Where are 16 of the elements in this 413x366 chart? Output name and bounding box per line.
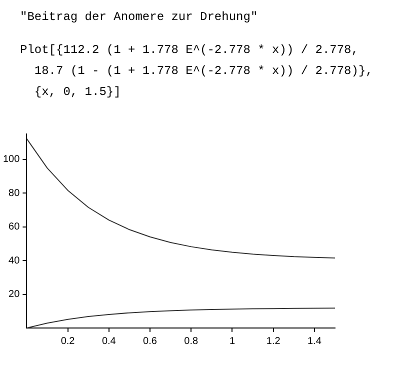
y-tick-label: 100: [2, 154, 20, 166]
x-tick-label: 0.6: [143, 336, 158, 347]
y-tick-label: 40: [8, 255, 20, 266]
y-tick-label: 20: [8, 289, 20, 300]
x-tick-label: 0.8: [184, 336, 199, 347]
x-tick-label: 1: [229, 336, 236, 347]
x-tick-label: 1.4: [307, 336, 322, 347]
x-tick-label: 1.2: [266, 336, 281, 347]
text: Plot[{112.2 (1 + 1.778 E^(-2.778 * x)) / 2.778,: [20, 42, 360, 59]
chart-title: "Beitrag der Anomere zur Drehung": [20, 10, 258, 24]
text: 18.7 (1 - (1 + 1.778 E^(-2.778 * x)) / 2.778)},: [33, 63, 373, 80]
x-tick-label: 0.4: [102, 336, 116, 347]
text: {x, 0, 1.5}]: [33, 84, 122, 101]
x-tick-label: 0.2: [60, 336, 76, 347]
y-tick-label: 60: [8, 222, 20, 233]
y-tick-label: 80: [8, 188, 20, 199]
